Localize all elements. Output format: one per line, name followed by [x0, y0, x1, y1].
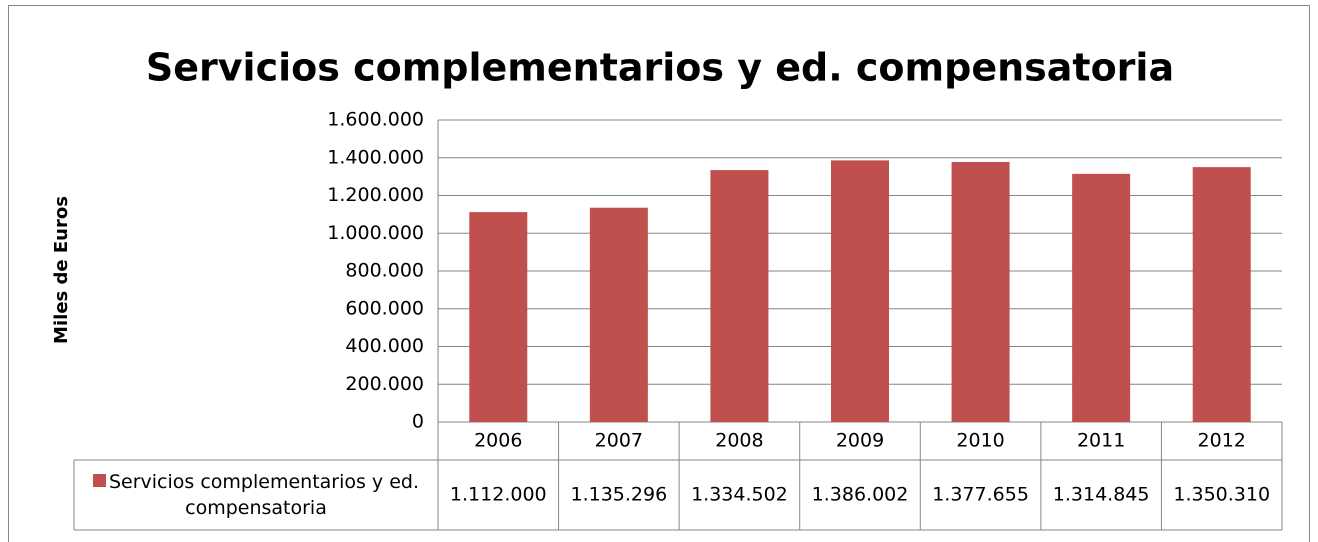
bar	[951, 161, 1010, 422]
x-tick-label: 2008	[715, 430, 763, 452]
bar	[589, 207, 648, 422]
data-table-value: 1.314.845	[1053, 484, 1150, 506]
y-tick-label: 1.000.000	[327, 222, 424, 244]
legend-label: Servicios complementarios y ed. compensa…	[108, 471, 420, 519]
x-tick-label: 2006	[474, 430, 522, 452]
data-table-value: 1.334.502	[691, 484, 788, 506]
y-tick-label: 200.000	[345, 373, 424, 395]
x-tick-label: 2009	[836, 430, 884, 452]
x-tick-label: 2012	[1198, 430, 1246, 452]
legend-swatch	[92, 474, 106, 487]
legend: Servicios complementarios y ed. compensa…	[74, 460, 438, 530]
data-table-value: 1.112.000	[450, 484, 547, 506]
data-table-value: 1.350.310	[1173, 484, 1270, 506]
x-tick-label: 2010	[956, 430, 1004, 452]
y-tick-label: 600.000	[345, 297, 424, 319]
y-tick-label: 0	[412, 411, 424, 433]
y-tick-label: 800.000	[345, 260, 424, 282]
bar	[1192, 167, 1251, 422]
x-tick-label: 2007	[595, 430, 643, 452]
y-tick-label: 1.200.000	[327, 184, 424, 206]
data-table-value: 1.135.296	[571, 484, 668, 506]
y-tick-label: 1.400.000	[327, 146, 424, 168]
data-table-value: 1.386.002	[812, 484, 909, 506]
chart-title: Servicios complementarios y ed. compensa…	[146, 46, 1174, 90]
bar	[710, 170, 769, 422]
bar	[1072, 173, 1131, 422]
y-tick-label: 400.000	[345, 335, 424, 357]
legend-entry: Servicios complementarios y ed. compensa…	[74, 460, 438, 530]
y-tick-label: 1.600.000	[327, 109, 424, 131]
data-table-value: 1.377.655	[932, 484, 1029, 506]
bar	[469, 212, 528, 422]
bar	[831, 160, 889, 422]
x-tick-label: 2011	[1077, 430, 1125, 452]
y-axis-label: Miles de Euros	[51, 196, 72, 344]
